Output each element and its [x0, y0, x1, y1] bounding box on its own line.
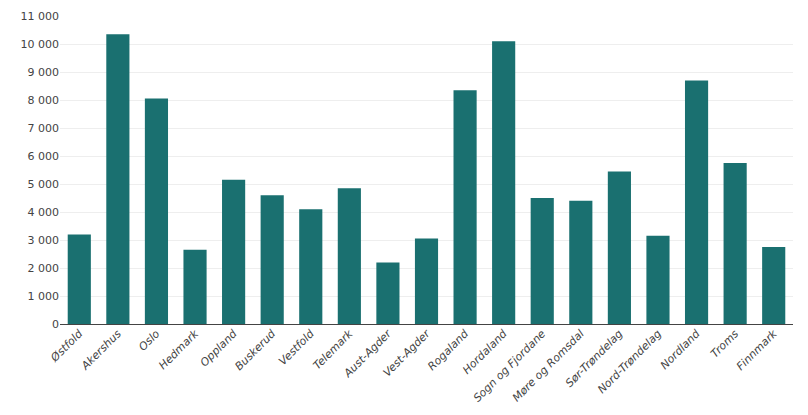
svg-text:10 000: 10 000: [21, 38, 60, 51]
svg-text:Finnmark: Finnmark: [734, 327, 780, 373]
svg-text:Nord-Trøndelag: Nord-Trøndelag: [595, 327, 664, 396]
svg-text:2 000: 2 000: [28, 262, 60, 275]
svg-text:Troms: Troms: [708, 327, 741, 360]
svg-text:Sør-Trøndelag: Sør-Trøndelag: [563, 327, 626, 390]
svg-text:6 000: 6 000: [28, 150, 60, 163]
svg-text:7 000: 7 000: [28, 122, 60, 135]
svg-text:5 000: 5 000: [28, 178, 60, 191]
svg-text:Østfold: Østfold: [48, 327, 86, 365]
svg-text:Oppland: Oppland: [198, 327, 241, 370]
svg-text:0: 0: [52, 318, 59, 331]
svg-text:Oslo: Oslo: [136, 327, 162, 353]
svg-text:Nordland: Nordland: [658, 327, 703, 372]
svg-text:9 000: 9 000: [28, 66, 60, 79]
svg-text:Telemark: Telemark: [311, 327, 356, 372]
svg-text:8 000: 8 000: [28, 94, 60, 107]
svg-text:Aust-Agder: Aust-Agder: [341, 326, 395, 380]
svg-text:Hedmark: Hedmark: [156, 327, 201, 372]
svg-text:Møre og Romsdal: Møre og Romsdal: [510, 327, 587, 404]
svg-text:Vestfold: Vestfold: [276, 327, 317, 368]
svg-text:4 000: 4 000: [28, 206, 60, 219]
svg-text:Akershus: Akershus: [78, 327, 124, 373]
svg-text:Buskerud: Buskerud: [232, 327, 279, 374]
svg-text:11 000: 11 000: [21, 10, 60, 23]
svg-text:3 000: 3 000: [28, 234, 60, 247]
svg-text:Sogn og Fjordane: Sogn og Fjordane: [471, 327, 549, 405]
svg-text:Hordaland: Hordaland: [460, 327, 510, 377]
svg-text:Rogaland: Rogaland: [425, 327, 472, 374]
svg-text:1 000: 1 000: [28, 290, 60, 303]
svg-text:Vest-Agder: Vest-Agder: [381, 326, 434, 379]
